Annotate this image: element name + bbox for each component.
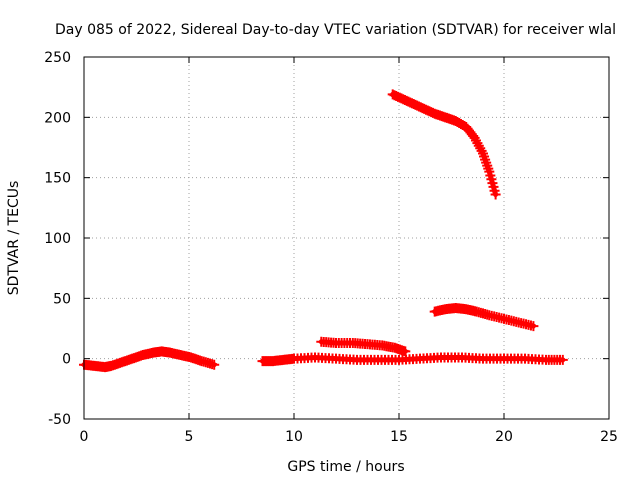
axis-ticks: 0 5 10 15 20 25 -50 0 50 100 150 200 250 [44,50,618,445]
y-tick-label: 250 [44,50,71,66]
data-point [490,189,501,200]
x-tick-label: 20 [495,429,513,445]
series-arc-2 [257,352,568,367]
y-tick-label: 0 [62,352,71,368]
data-point [557,354,568,365]
x-axis-label: GPS time / hours [287,459,404,475]
series-arc-1 [79,346,220,373]
chart-title: Day 085 of 2022, Sidereal Day-to-day VTE… [55,22,616,38]
y-tick-label: 150 [44,171,71,187]
y-tick-label: 200 [44,110,71,126]
x-tick-label: 0 [80,429,89,445]
x-tick-label: 25 [600,429,618,445]
data-point [400,346,411,357]
x-tick-label: 10 [285,429,303,445]
y-tick-label: 100 [44,231,71,247]
data-point [528,321,539,332]
data-series [79,89,568,373]
y-tick-label: 50 [53,291,71,307]
plot-frame [83,56,610,420]
series-arc-5 [387,89,501,200]
series-arc-3 [316,336,411,357]
series-arc-4 [429,302,539,332]
x-tick-label: 15 [390,429,408,445]
data-point [209,359,220,370]
y-tick-label: -50 [48,412,71,428]
y-axis-label: SDTVAR / TECUs [6,181,22,296]
x-tick-label: 5 [185,429,194,445]
grid [84,57,609,419]
